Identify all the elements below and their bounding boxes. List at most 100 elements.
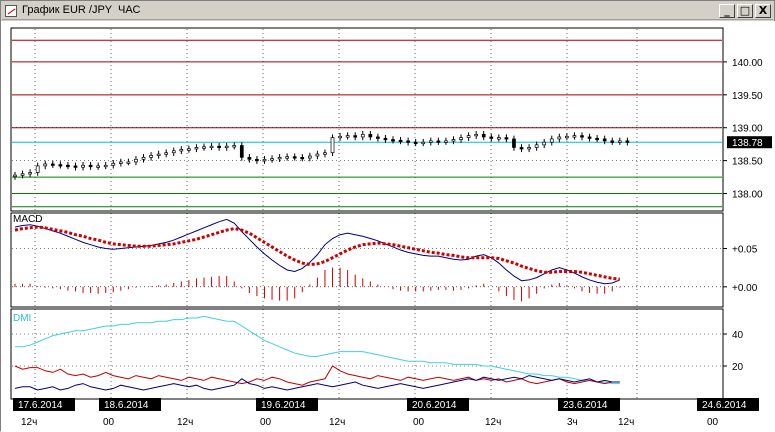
macd-label: MACD [13, 214, 42, 225]
minimize-button[interactable]: _ [719, 4, 735, 18]
candle-body [398, 139, 403, 143]
candle-body [557, 136, 562, 140]
dmi-tick-label: 20 [732, 362, 744, 373]
date-label-box [697, 398, 759, 411]
hour-label: 12ч [485, 417, 501, 428]
candle-body [141, 156, 146, 160]
date-label-box [13, 398, 75, 411]
macd-line [14, 218, 620, 285]
candle-body [602, 138, 607, 142]
candle-body [368, 133, 373, 138]
candle-body [421, 141, 426, 145]
chart-canvas[interactable]: 140.00 139.50 139.00 138.50 138.00 138.78 MAC… [1, 21, 775, 432]
candle-body [527, 147, 531, 150]
date-label: 23.6.2014 [563, 400, 608, 411]
candle-body [549, 138, 554, 143]
candle-body [406, 140, 410, 143]
candle-body [118, 161, 123, 164]
candle-body [81, 164, 85, 168]
candle-body [459, 137, 463, 140]
candle-body [277, 156, 282, 160]
candle-body [428, 140, 433, 143]
candle-body [164, 152, 169, 155]
candle-body [300, 156, 305, 160]
hour-label: 00 [260, 417, 272, 428]
date-label: 17.6.2014 [18, 400, 63, 411]
candle-body [504, 137, 509, 140]
candle-body [580, 135, 584, 138]
candle-body [232, 145, 237, 148]
hour-label: 3ч [567, 417, 578, 428]
macd-tick-label: +0.00 [732, 283, 758, 294]
hour-label: 12ч [177, 417, 193, 428]
candle-body [481, 133, 486, 138]
date-label-box [407, 398, 469, 411]
window-title: График EUR /JPY ЧАС [22, 4, 141, 16]
candle-body [625, 140, 630, 143]
candle-body [73, 165, 78, 168]
candle-body [474, 133, 479, 137]
vertical-grid [34, 29, 638, 398]
candle-body [171, 150, 176, 154]
price-tick-label: 138.00 [732, 190, 763, 201]
candle-body [224, 145, 229, 149]
candle-body [88, 164, 93, 168]
price-panel [10, 27, 724, 212]
macd-series [12, 218, 722, 302]
date-label-box [558, 398, 620, 411]
candle-body [134, 158, 138, 163]
candle-body [103, 164, 108, 168]
hour-label: 00 [413, 417, 425, 428]
candle-body [194, 147, 199, 150]
candle-body [489, 136, 494, 139]
candle-body [610, 140, 615, 143]
candle-body [512, 138, 516, 148]
candle-body [255, 158, 259, 162]
chart-svg[interactable]: 140.00 139.50 139.00 138.50 138.00 138.78 MAC… [1, 21, 775, 432]
candle-body [28, 172, 32, 175]
candle-body [595, 137, 599, 141]
hour-label: 00 [103, 417, 115, 428]
macd-signal-line [14, 225, 620, 281]
title-bar[interactable]: График EUR /JPY ЧАС _ □ X [2, 2, 773, 20]
candle-body [444, 140, 448, 143]
candle-body [353, 135, 358, 138]
hour-label: 12ч [618, 417, 634, 428]
price-axis: 140.00 139.50 139.00 138.50 138.00 138.78 [723, 58, 772, 201]
candle-body [149, 155, 153, 158]
macd-axis: +0.05 +0.00 [723, 245, 758, 294]
candle-body [534, 144, 539, 148]
candle-body [338, 135, 342, 139]
candle-body [345, 135, 350, 138]
dmi-series [12, 315, 722, 391]
candle-body [323, 152, 327, 155]
candle-body [376, 136, 380, 139]
candle-body [292, 156, 297, 159]
date-label: 20.6.2014 [412, 400, 457, 411]
candle-body [217, 145, 221, 149]
adx-line [15, 315, 620, 385]
candle-body [247, 156, 252, 160]
candles [13, 131, 630, 180]
candle-body [202, 146, 206, 149]
candle-body [360, 133, 365, 138]
candle-body [13, 174, 17, 177]
maximize-button[interactable]: □ [737, 4, 753, 18]
candle-body [156, 153, 161, 156]
candle-body [66, 164, 70, 168]
date-label-box [99, 398, 161, 411]
macd-tick-label: +0.05 [732, 245, 758, 256]
candle-body [179, 149, 184, 152]
close-button[interactable]: X [755, 4, 771, 18]
candle-body [413, 141, 418, 145]
candle-body [436, 140, 441, 143]
candle-body [111, 162, 116, 166]
dmi-tick-label: 40 [732, 330, 744, 341]
candle-body [20, 173, 25, 176]
candle-body [572, 135, 577, 138]
current-price-box [727, 136, 772, 149]
price-tick-label: 139.50 [732, 91, 763, 102]
price-tick-label: 138.50 [732, 157, 763, 168]
dmi-panel [10, 308, 724, 400]
candle-body [330, 137, 335, 154]
